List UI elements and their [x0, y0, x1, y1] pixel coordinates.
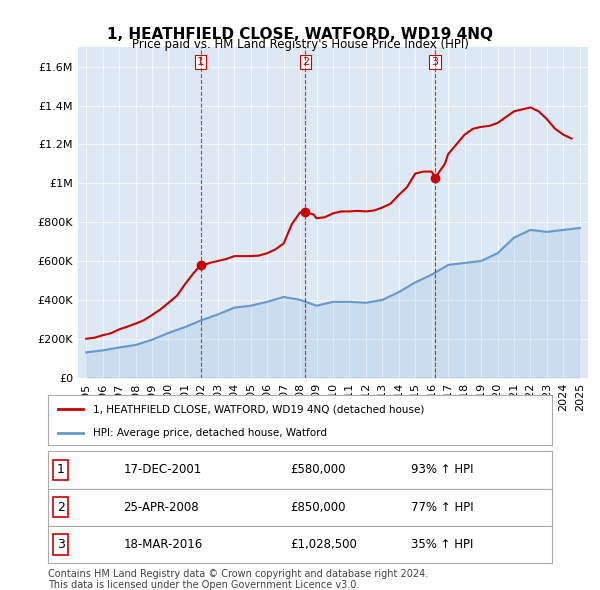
Text: 2: 2 — [302, 57, 309, 67]
Text: 17-DEC-2001: 17-DEC-2001 — [124, 463, 202, 477]
Text: 3: 3 — [431, 57, 439, 67]
Text: 93% ↑ HPI: 93% ↑ HPI — [411, 463, 473, 477]
Text: 77% ↑ HPI: 77% ↑ HPI — [411, 500, 473, 514]
Text: 1: 1 — [56, 463, 65, 477]
Text: £580,000: £580,000 — [290, 463, 346, 477]
Text: 1, HEATHFIELD CLOSE, WATFORD, WD19 4NQ (detached house): 1, HEATHFIELD CLOSE, WATFORD, WD19 4NQ (… — [94, 404, 425, 414]
Text: 35% ↑ HPI: 35% ↑ HPI — [411, 537, 473, 551]
Text: 1: 1 — [197, 57, 204, 67]
Text: 1, HEATHFIELD CLOSE, WATFORD, WD19 4NQ: 1, HEATHFIELD CLOSE, WATFORD, WD19 4NQ — [107, 27, 493, 41]
Text: 3: 3 — [56, 537, 65, 551]
Text: Price paid vs. HM Land Registry's House Price Index (HPI): Price paid vs. HM Land Registry's House … — [131, 38, 469, 51]
Text: Contains HM Land Registry data © Crown copyright and database right 2024.
This d: Contains HM Land Registry data © Crown c… — [48, 569, 428, 590]
Text: 2: 2 — [56, 500, 65, 514]
Text: 25-APR-2008: 25-APR-2008 — [124, 500, 199, 514]
Text: HPI: Average price, detached house, Watford: HPI: Average price, detached house, Watf… — [94, 428, 328, 438]
Text: £850,000: £850,000 — [290, 500, 346, 514]
Text: 18-MAR-2016: 18-MAR-2016 — [124, 537, 203, 551]
Text: £1,028,500: £1,028,500 — [290, 537, 357, 551]
